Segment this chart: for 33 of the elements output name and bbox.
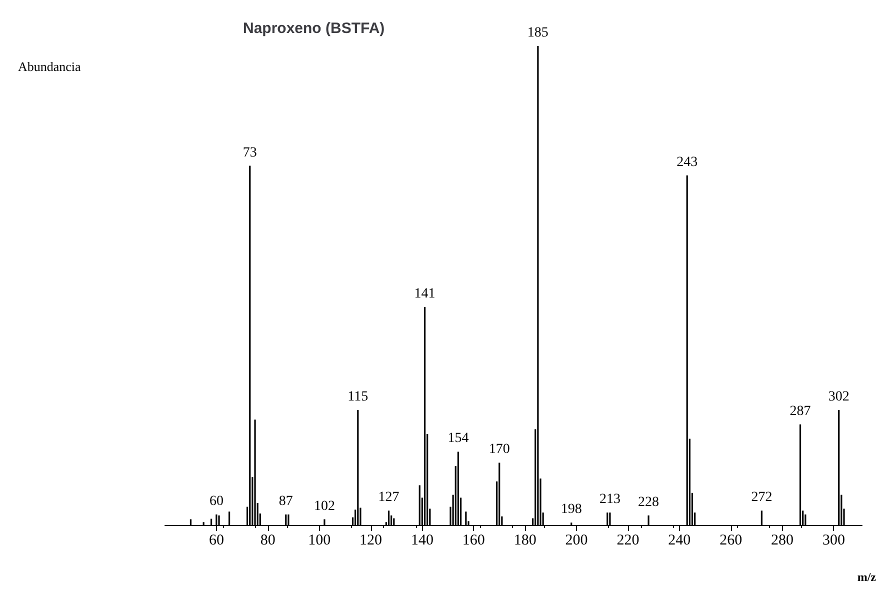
annotation: 141 — [414, 286, 436, 302]
annotation: 115 — [348, 390, 368, 405]
annotation: 154 — [448, 431, 469, 446]
annotation: 73 — [242, 145, 257, 160]
x-axis-title: m/z — [857, 570, 877, 584]
annotation: 87 — [278, 494, 293, 509]
annotation: 127 — [378, 490, 400, 506]
annotation: 213 — [599, 492, 620, 508]
x-tick-label: 120 — [360, 532, 382, 548]
x-tick-label: 180 — [514, 532, 536, 548]
x-tick-label: 60 — [208, 532, 224, 548]
text: Abundancia — [18, 59, 82, 74]
x-tick-label: 80 — [260, 532, 276, 548]
annotation: 272 — [751, 490, 772, 506]
x-tick-label: 100 — [308, 532, 331, 548]
chart-title: Naproxeno (BSTFA) — [243, 20, 385, 37]
annotation: 170 — [488, 442, 510, 458]
annotation: 198 — [560, 502, 582, 518]
x-tick-label: 220 — [616, 532, 640, 548]
x-tick-label: 260 — [720, 532, 742, 548]
annotation: 228 — [638, 494, 660, 510]
x-tick-label: 240 — [668, 532, 691, 548]
annotation: 102 — [314, 498, 335, 514]
x-tick-label: 300 — [822, 532, 845, 548]
x-tick-label: 140 — [410, 532, 434, 548]
x-tick-label: 160 — [462, 532, 485, 548]
annotation: 243 — [676, 154, 698, 170]
annotation: 287 — [790, 404, 811, 419]
annotation: 302 — [828, 390, 850, 405]
x-tick-label: 200 — [565, 532, 588, 548]
x-tick-label: 280 — [771, 532, 794, 548]
annotation: 185 — [527, 26, 548, 40]
annotation: 60 — [209, 494, 224, 509]
